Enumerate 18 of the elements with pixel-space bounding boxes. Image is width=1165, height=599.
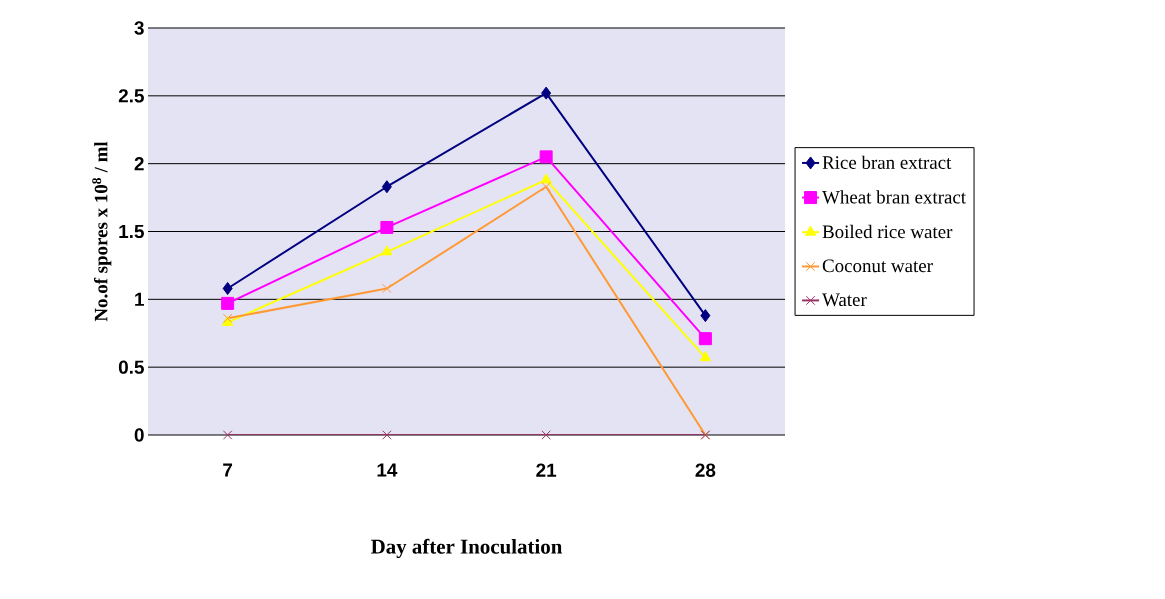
legend-label: Wheat bran extract <box>822 190 966 204</box>
y-tick-label: 1.5 <box>119 224 144 239</box>
x-tick-label: 28 <box>695 463 716 477</box>
legend-label: Rice bran extract <box>822 155 952 169</box>
x-tick-label: 21 <box>536 463 557 477</box>
y-tick-label: 2 <box>134 157 144 171</box>
y-tick-label: 3 <box>134 21 144 35</box>
x-axis-title: Day after Inoculation <box>370 538 563 559</box>
y-tick-label: 0 <box>134 428 144 442</box>
x-tick-label: 7 <box>223 463 233 477</box>
y-tick-label: 0.5 <box>118 360 144 374</box>
y-tick-label: 1 <box>135 292 144 306</box>
legend-label: Coconut water <box>822 259 933 273</box>
y-tick-label: 2.5 <box>118 89 144 103</box>
legend-label: Water <box>822 293 867 307</box>
x-tick-label: 14 <box>377 463 398 477</box>
legend-label: Boiled rice water <box>822 224 953 239</box>
y-axis-title: No.of spores x 10$^{8}$ / ml <box>92 141 112 322</box>
